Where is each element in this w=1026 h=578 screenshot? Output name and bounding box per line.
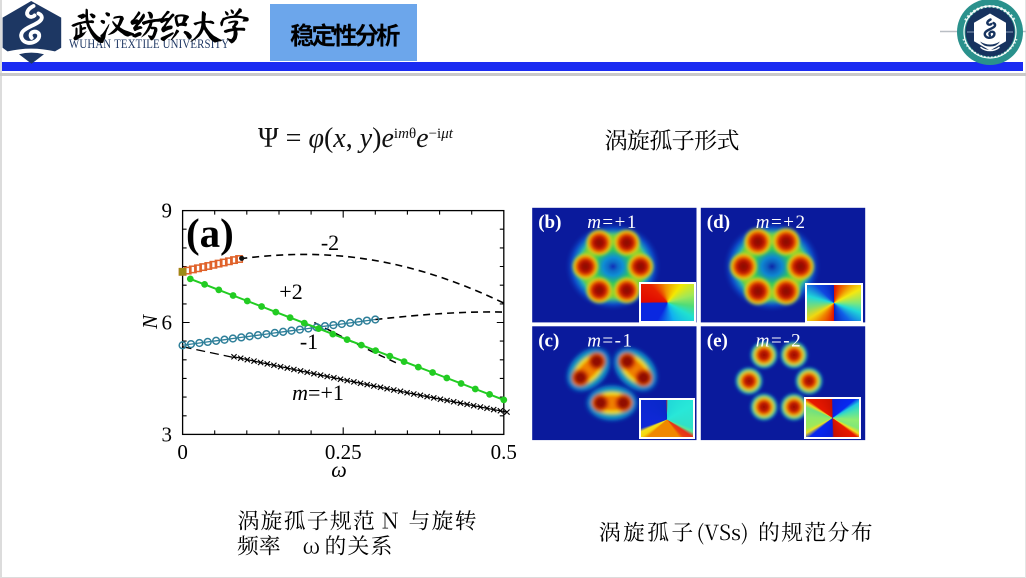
svg-text:(d): (d) [707, 212, 730, 233]
svg-text:ω: ω [331, 457, 347, 482]
svg-text:-1: -1 [300, 329, 318, 354]
svg-text:+2: +2 [279, 279, 302, 304]
svg-text:m=+2: m=+2 [756, 212, 807, 233]
svg-text:N: N [138, 314, 162, 330]
svg-text:0: 0 [177, 440, 188, 464]
svg-text:9: 9 [162, 199, 173, 223]
svg-text:-2: -2 [321, 230, 339, 255]
svg-text:m=+1: m=+1 [587, 212, 638, 233]
svg-text:(e): (e) [707, 330, 728, 351]
svg-text:0.25: 0.25 [325, 440, 362, 464]
svg-text:6: 6 [162, 311, 173, 335]
svg-text:(b): (b) [538, 212, 561, 233]
svg-text:m=-1: m=-1 [587, 330, 633, 351]
svg-text:(a): (a) [186, 210, 234, 256]
svg-text:(c): (c) [538, 330, 559, 351]
svg-text:m=+1: m=+1 [292, 380, 344, 405]
svg-text:0.5: 0.5 [491, 440, 517, 464]
svg-text:3: 3 [162, 422, 173, 446]
svg-text:m=-2: m=-2 [756, 330, 802, 351]
